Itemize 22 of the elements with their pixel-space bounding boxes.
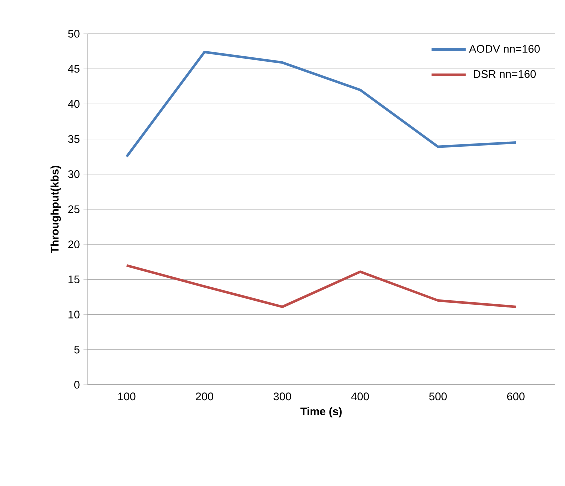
x-tick-label: 100 (118, 392, 136, 401)
y-tick-label: 45 (68, 65, 80, 73)
x-tick-label: 400 (351, 392, 370, 401)
y-tick-label: 10 (68, 310, 80, 319)
x-axis-title: Time (s) (300, 407, 342, 418)
line-series (126, 264, 518, 308)
y-tick-label: 5 (74, 346, 80, 354)
x-tick-label: 300 (274, 392, 292, 401)
legend-label: AODV nn=160 (469, 45, 540, 54)
x-tick-label: 200 (196, 392, 214, 401)
legend-label: DSR nn=160 (474, 70, 536, 78)
y-tick-label: 15 (68, 276, 80, 284)
x-tick-label: 500 (430, 392, 447, 401)
y-tick-label: 20 (68, 240, 80, 248)
y-tick-label: 50 (68, 30, 80, 38)
y-tick-label: 25 (68, 206, 80, 214)
y-tick-label: 35 (68, 135, 80, 144)
y-axis-title: Throughput(kbs) (50, 166, 62, 254)
x-tick-label: 600 (507, 392, 525, 401)
y-tick-label: 0 (74, 381, 80, 389)
y-tick-label: 30 (68, 170, 80, 178)
y-tick-label: 40 (68, 100, 80, 108)
